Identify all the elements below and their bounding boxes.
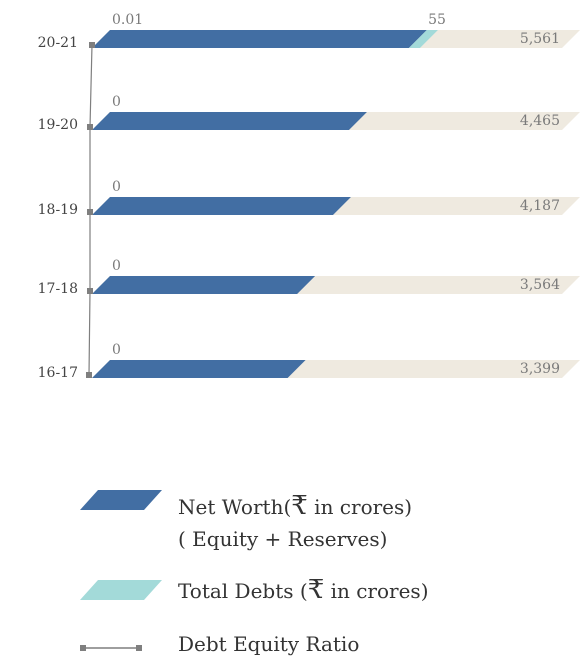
- total-value-label: 5,561: [520, 31, 560, 47]
- ratio-point: [89, 42, 95, 48]
- chart-labels: 20-21 5,561 0.01 55 19-20 4,465 0 18-19 4,187 0 17…: [38, 12, 560, 381]
- net-worth-bar: [92, 197, 351, 215]
- net-worth-bar: [92, 276, 316, 294]
- category-label: 18-19: [38, 202, 78, 218]
- ratio-value-label: 0: [112, 94, 121, 110]
- total-value-label: 3,564: [520, 277, 560, 293]
- category-label: 20-21: [38, 35, 78, 51]
- total-value-label: 4,465: [520, 113, 560, 129]
- ratio-point: [87, 288, 93, 294]
- category-label: 17-18: [38, 281, 78, 297]
- ratio-value-label: 0: [112, 342, 121, 358]
- ratio-point: [87, 124, 93, 130]
- total-debts-bar: [408, 30, 438, 48]
- total-value-label: 3,399: [520, 361, 560, 377]
- net-worth-bar: [92, 30, 427, 48]
- ratio-point: [87, 209, 93, 215]
- ratio-point: [86, 372, 92, 378]
- category-label: 19-20: [38, 117, 78, 133]
- category-label: 16-17: [38, 365, 78, 381]
- ratio-value-label: 0.01: [112, 12, 143, 28]
- ratio-value-label: 0: [112, 258, 121, 274]
- total-value-label: 4,187: [520, 198, 560, 214]
- bars: [92, 30, 438, 378]
- ratio-value-label: 0: [112, 179, 121, 195]
- net-worth-bar: [92, 112, 367, 130]
- net-worth-bar: [92, 360, 306, 378]
- total-debts-value-label: 55: [428, 12, 446, 28]
- debt-equity-ratio-line: [86, 42, 95, 378]
